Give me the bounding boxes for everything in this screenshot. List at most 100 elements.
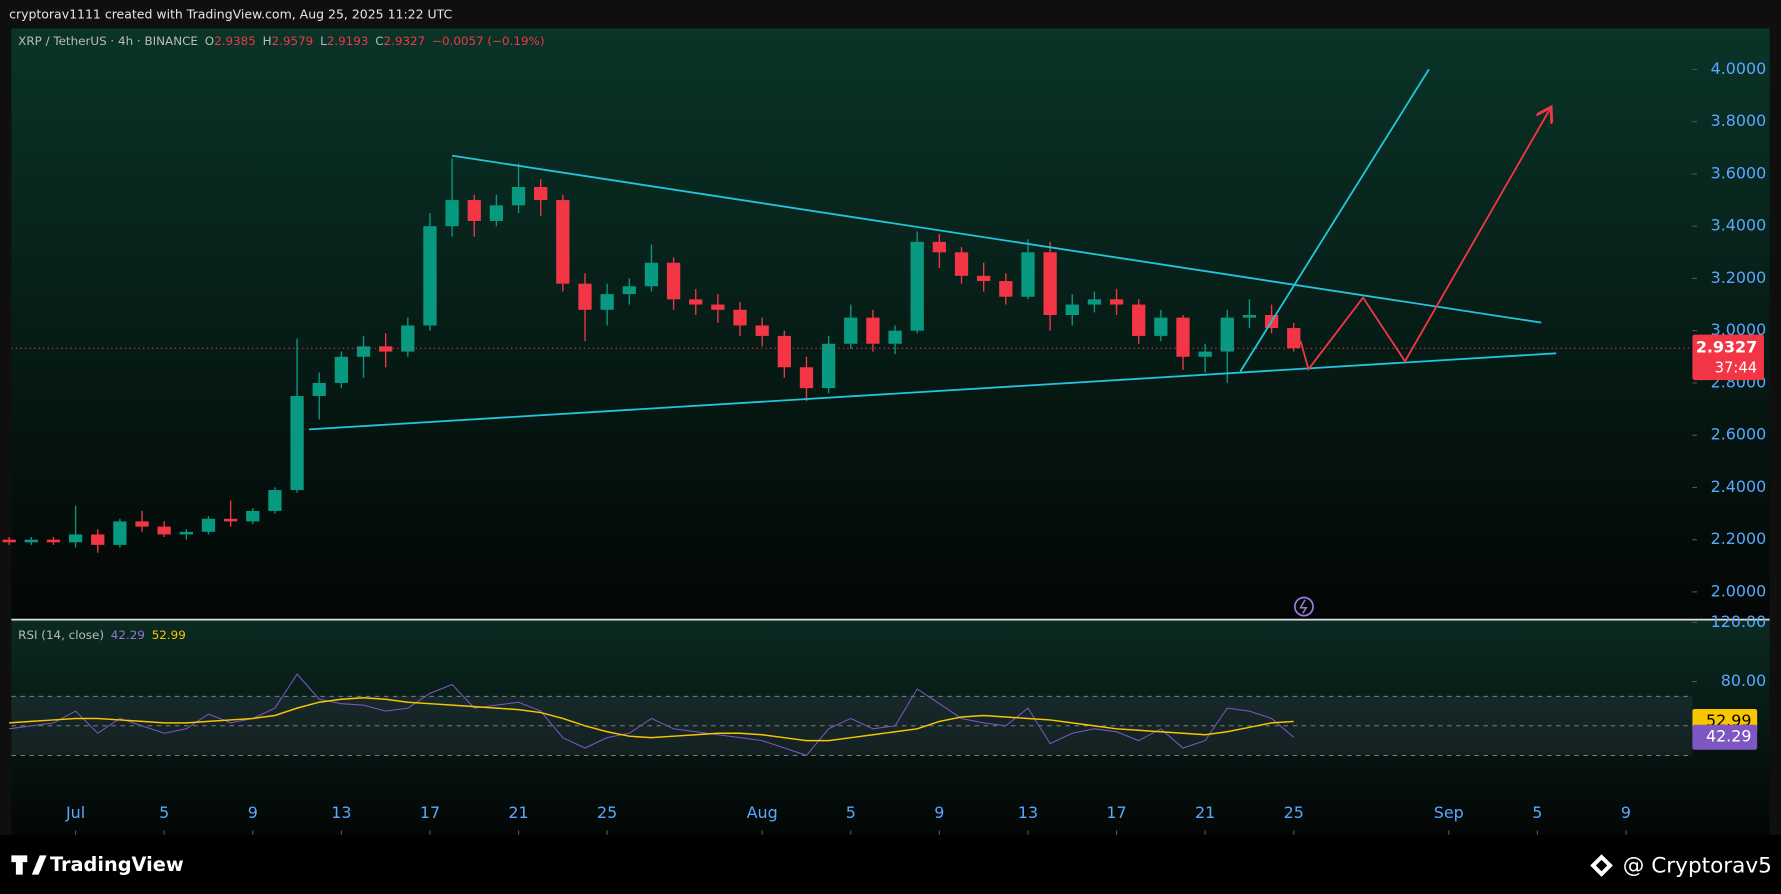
ohlc-value: 2.9385 — [214, 33, 256, 47]
upper-trendline — [451, 154, 1542, 324]
footer — [0, 834, 1781, 894]
candle-body — [290, 395, 304, 491]
candle-body — [954, 252, 969, 276]
candle-body — [711, 304, 725, 310]
candle-body — [866, 317, 880, 344]
ohlc-letter: H — [263, 33, 272, 47]
candle-body — [356, 346, 371, 357]
projection-path — [1299, 110, 1550, 372]
candle-body — [799, 367, 814, 389]
candle-body — [644, 262, 659, 287]
candle-body — [24, 539, 38, 543]
candle-body — [1242, 315, 1257, 318]
last-price-label: 2.9327 — [1696, 338, 1757, 357]
candle-body — [334, 356, 349, 383]
price-pane — [11, 28, 1770, 620]
rsi-tick-label: 80.00 — [1721, 671, 1766, 690]
candle-body — [1065, 304, 1079, 316]
y-tick-label: 2.2000 — [1711, 529, 1767, 548]
candle-body — [821, 343, 836, 389]
rsi-title: RSI (14, close) — [18, 627, 104, 641]
breakout-line — [1239, 68, 1430, 372]
candle-body — [379, 346, 393, 352]
candle-body — [977, 275, 991, 282]
candle-body — [179, 531, 193, 535]
x-tick-label: 21 — [508, 803, 528, 822]
candle-body — [1287, 328, 1301, 349]
lower-trendline — [308, 352, 1557, 431]
x-tick-label: 25 — [597, 803, 617, 822]
candle-body — [268, 490, 282, 511]
rsi-badge-label: 42.29 — [1706, 727, 1752, 746]
candle-body — [534, 187, 548, 201]
event-icon-bolt — [1299, 599, 1308, 614]
ohlc-value: 2.9579 — [272, 33, 314, 47]
x-tick-label: 13 — [1018, 803, 1038, 822]
rsi-ma-value: 52.99 — [152, 627, 186, 641]
candle-body — [489, 205, 504, 221]
candle-body — [556, 200, 570, 284]
legend-line: XRP / TetherUS · 4h · BINANCE O2.9385 H2.9… — [18, 33, 544, 47]
candle-body — [68, 534, 83, 543]
candle-body — [467, 200, 481, 221]
y-tick-label: 2.4000 — [1711, 477, 1767, 496]
candle-body — [201, 518, 216, 532]
x-tick-label: 17 — [1106, 803, 1126, 822]
brand-logo — [11, 855, 47, 875]
x-tick-label: Sep — [1434, 803, 1464, 822]
candle-body — [1198, 351, 1212, 357]
ohlc-letter: C — [375, 33, 383, 47]
x-tick-label: 9 — [1621, 803, 1631, 822]
candle-body — [600, 294, 614, 310]
candle-body — [755, 325, 769, 336]
x-tick-label: 13 — [331, 803, 351, 822]
y-tick-label: 3.6000 — [1711, 163, 1767, 182]
y-tick-label: 3.0000 — [1711, 320, 1767, 339]
candle-body — [932, 241, 947, 253]
last-price-badge — [1692, 334, 1764, 381]
candle-body — [423, 226, 437, 326]
ohlc-value: 2.9327 — [384, 33, 426, 47]
candle-body — [1132, 304, 1146, 336]
symbol: XRP / TetherUS · 4h · BINANCE — [18, 33, 198, 47]
credit: cryptorav1111 created with TradingView.c… — [9, 6, 452, 21]
candle-body — [888, 330, 902, 344]
candle-body — [46, 539, 61, 543]
y-tick-label: 3.2000 — [1711, 268, 1767, 287]
x-tick-label: Aug — [747, 803, 778, 822]
watermark-icon — [1590, 854, 1613, 877]
candle-body — [1154, 317, 1168, 336]
candle-body — [1021, 252, 1035, 297]
y-tick-label: 2.0000 — [1711, 581, 1767, 600]
candle-body — [223, 518, 238, 522]
candle-body — [312, 382, 326, 396]
x-tick-label: 5 — [1532, 803, 1542, 822]
candle-body — [910, 241, 924, 331]
y-tick-label: 4.0000 — [1711, 59, 1767, 78]
candle-body — [777, 335, 791, 368]
candle-body — [113, 521, 127, 545]
rsi-pane — [11, 620, 1770, 835]
candle-body — [511, 187, 526, 206]
candle-body — [999, 281, 1013, 297]
x-tick-label: 9 — [248, 803, 258, 822]
countdown: 37:44 — [1715, 360, 1758, 377]
y-tick-label: 2.6000 — [1711, 425, 1767, 444]
rsi-legend: RSI (14, close) 42.29 52.99 — [18, 627, 186, 641]
candle-body — [1220, 317, 1234, 352]
ohlc-letter: L — [320, 33, 327, 47]
ohlc-letter: O — [205, 33, 214, 47]
candle-body — [666, 262, 681, 300]
candle-body — [733, 309, 747, 326]
event-icon — [1294, 596, 1314, 617]
drawings — [308, 68, 1557, 617]
candle-body — [157, 526, 171, 535]
candle-body — [1176, 317, 1190, 357]
brand: TradingView — [50, 853, 184, 876]
marks: 2.00002.20002.40002.60002.80003.00003.20… — [2, 59, 1766, 835]
rsi-value: 42.29 — [111, 627, 145, 641]
candle-body — [1043, 252, 1057, 316]
x-tick-label: 17 — [420, 803, 440, 822]
y-tick-label: 3.4000 — [1711, 216, 1767, 235]
